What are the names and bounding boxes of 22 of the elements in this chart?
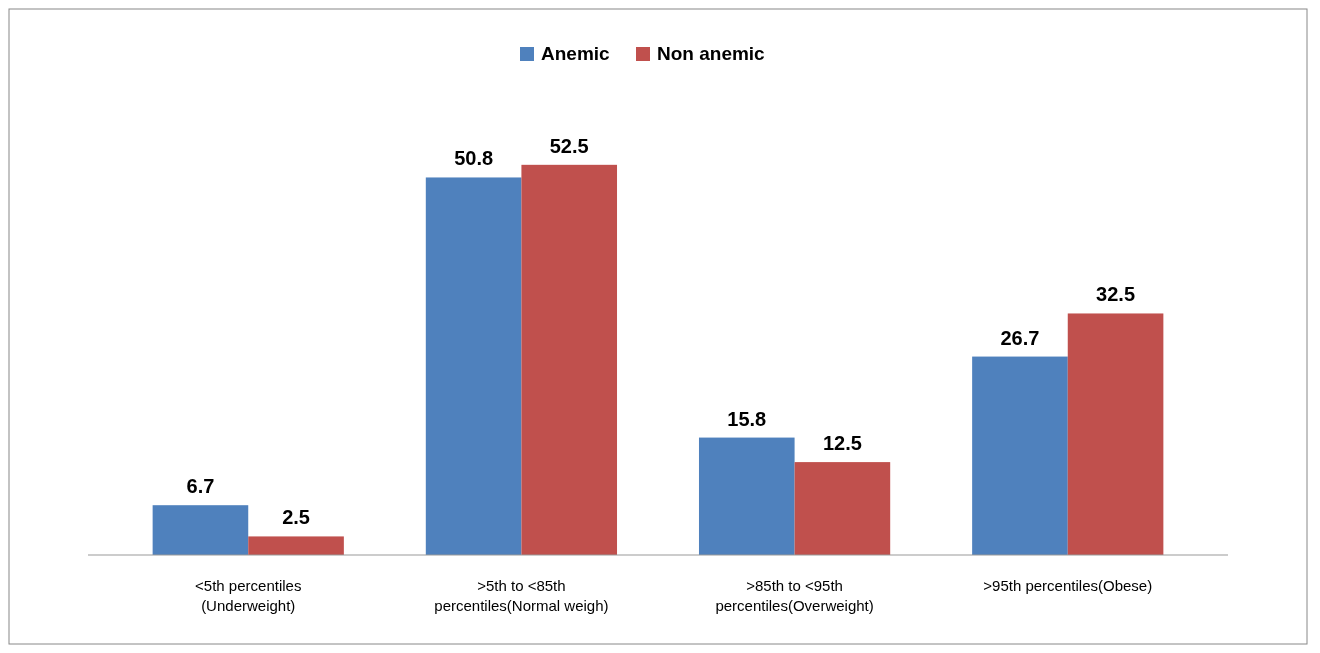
data-label: 2.5 <box>282 506 310 529</box>
bar <box>521 164 618 555</box>
bar <box>152 505 249 555</box>
x-tick-label: >95th percentiles(Obese) <box>983 577 1153 594</box>
bar <box>248 536 344 555</box>
data-label: 12.5 <box>822 432 862 455</box>
data-label: 6.7 <box>186 475 215 498</box>
data-label: 50.8 <box>454 147 494 170</box>
data-label: 15.8 <box>727 407 767 430</box>
data-label: 52.5 <box>549 134 589 157</box>
x-tick-label: >85th to <95th percentiles(Overweight) <box>715 577 874 614</box>
bar <box>425 177 522 555</box>
bar <box>972 356 1068 555</box>
legend-label: Anemic <box>541 43 611 64</box>
x-tick-label: <5th percentiles (Underweight) <box>195 577 302 614</box>
bar <box>698 437 795 555</box>
data-label: 32.5 <box>1096 283 1136 306</box>
x-tick-label: >5th to <85th percentiles(Normal weigh) <box>434 577 609 614</box>
data-label: 26.7 <box>1000 326 1040 349</box>
bar <box>1067 313 1164 555</box>
legend-label: Non anemic <box>657 43 766 64</box>
bar <box>794 462 891 555</box>
